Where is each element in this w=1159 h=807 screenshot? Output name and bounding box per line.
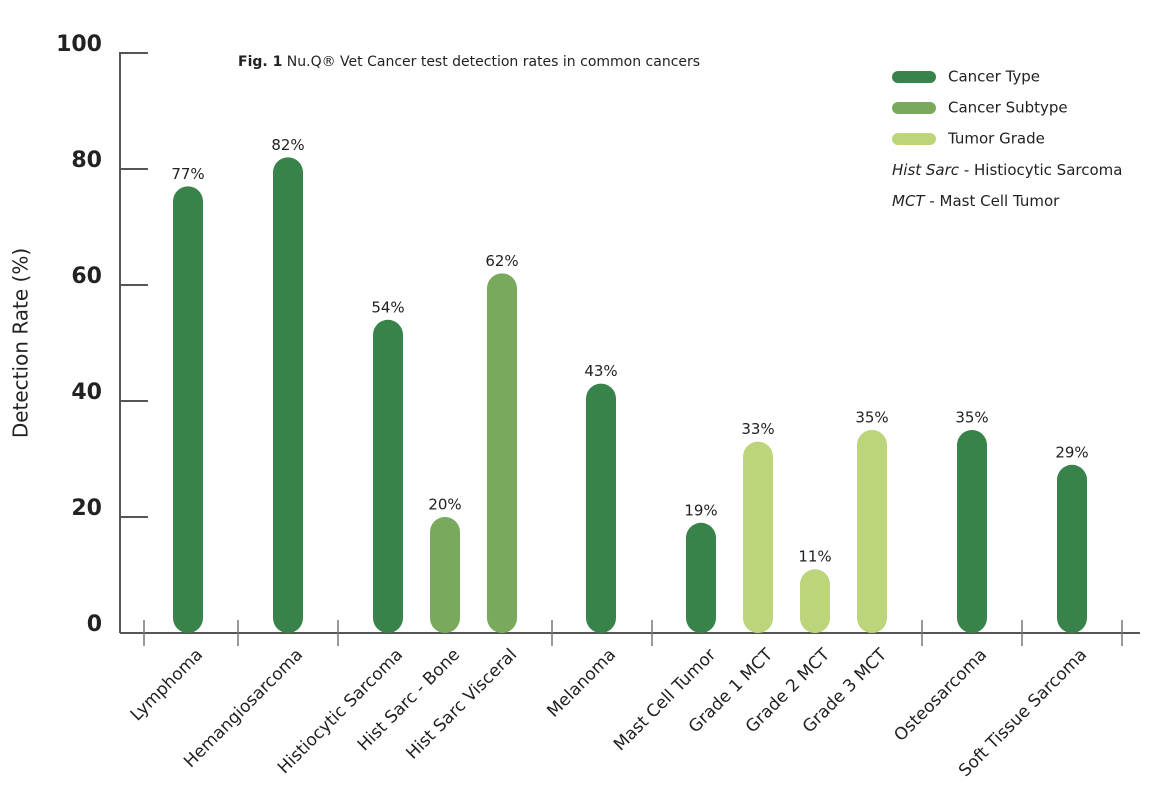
legend-note: MCT - Mast Cell Tumor <box>892 192 1060 210</box>
y-tick-label: 40 <box>71 380 102 405</box>
y-tick-label: 80 <box>71 148 102 173</box>
note-term: Hist Sarc <box>892 161 960 179</box>
value-label: 11% <box>798 548 831 566</box>
bar <box>957 430 987 633</box>
bar <box>800 569 830 633</box>
y-tick-label: 20 <box>71 496 102 521</box>
bar <box>173 186 203 633</box>
bar <box>686 522 716 633</box>
title-prefix: Fig. 1 <box>238 54 282 70</box>
bar <box>743 441 773 633</box>
x-tick-label: Melanoma <box>543 645 620 722</box>
value-label: 33% <box>741 420 774 438</box>
value-label: 62% <box>485 252 518 270</box>
bar <box>857 430 887 633</box>
x-tick-label: Osteosarcoma <box>890 645 991 746</box>
y-tick-label: 100 <box>56 32 102 57</box>
bar <box>373 319 403 633</box>
value-label: 20% <box>428 496 461 514</box>
legend-label: Cancer Subtype <box>948 99 1068 117</box>
y-axis-label: Detection Rate (%) <box>9 248 33 438</box>
legend-note: Hist Sarc - Histiocytic Sarcoma <box>892 161 1122 179</box>
value-label: 19% <box>684 501 717 519</box>
y-tick-label: 60 <box>71 264 102 289</box>
note-term: MCT <box>892 192 926 210</box>
bar <box>487 273 517 633</box>
x-tick-label: Hist Sarc - Bone <box>354 645 464 755</box>
value-label: 54% <box>371 298 404 316</box>
value-label: 43% <box>584 362 617 380</box>
value-label: 77% <box>171 165 204 183</box>
x-tick-label: Mast Cell Tumor <box>610 645 720 755</box>
y-tick-label: 0 <box>87 612 102 637</box>
value-label: 82% <box>271 136 304 154</box>
bar <box>273 157 303 633</box>
legend-label: Tumor Grade <box>947 130 1045 148</box>
note-definition: - Histiocytic Sarcoma <box>964 161 1123 179</box>
value-label: 35% <box>955 409 988 427</box>
bar <box>586 383 616 633</box>
value-label: 35% <box>855 409 888 427</box>
note-definition: - Mast Cell Tumor <box>929 192 1060 210</box>
bar <box>1057 464 1087 633</box>
title-text: Nu.Q® Vet Cancer test detection rates in… <box>287 54 700 70</box>
value-label: 29% <box>1055 443 1088 461</box>
chart-title: Fig. 1 Nu.Q® Vet Cancer test detection r… <box>238 54 700 70</box>
legend-label: Cancer Type <box>948 68 1040 86</box>
bar <box>430 517 460 633</box>
x-tick-label: Lymphoma <box>127 645 207 725</box>
x-tick-label: Hist Sarc Visceral <box>402 645 521 764</box>
